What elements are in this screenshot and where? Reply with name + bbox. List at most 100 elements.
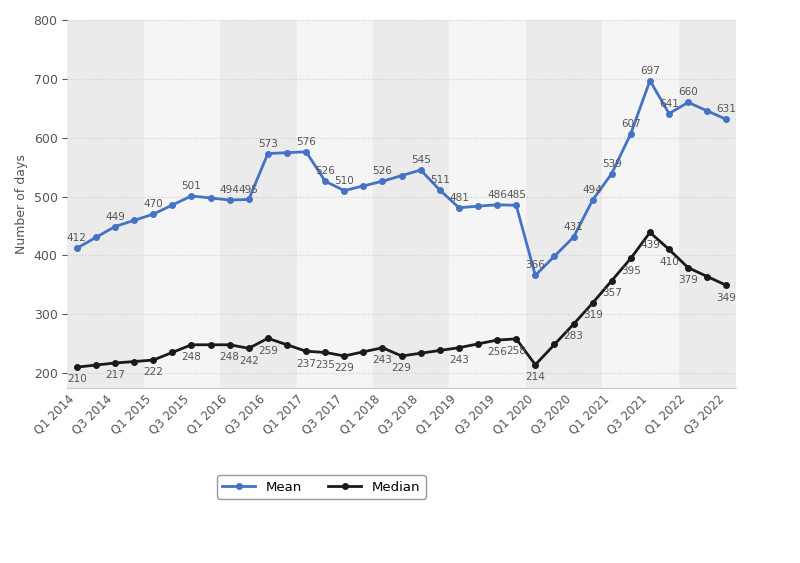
Mean <box>378 178 387 185</box>
Mean <box>244 196 254 203</box>
Text: 573: 573 <box>258 138 278 149</box>
Median <box>378 345 387 351</box>
Text: 641: 641 <box>659 99 679 109</box>
Median <box>569 321 578 328</box>
Mean <box>569 234 578 240</box>
Median <box>320 349 330 356</box>
Bar <box>67 20 144 388</box>
Text: 248: 248 <box>220 352 239 362</box>
Median <box>626 255 636 262</box>
Mean <box>91 234 101 241</box>
Median <box>588 300 598 306</box>
Median <box>722 282 731 289</box>
Median <box>302 348 311 355</box>
Median <box>110 360 120 367</box>
Mean <box>588 196 598 203</box>
Bar <box>678 20 736 388</box>
Median <box>645 229 654 236</box>
Median <box>550 341 559 348</box>
Median <box>702 273 712 280</box>
Median <box>435 347 445 354</box>
Text: 510: 510 <box>334 176 354 186</box>
Text: 526: 526 <box>315 166 335 176</box>
Text: 431: 431 <box>563 222 583 232</box>
Bar <box>373 20 450 388</box>
Median <box>282 341 292 348</box>
Median <box>91 361 101 368</box>
Bar <box>144 20 220 388</box>
Mean <box>339 187 349 194</box>
Mean <box>683 99 693 106</box>
Text: 485: 485 <box>506 190 526 200</box>
Text: 243: 243 <box>449 355 469 365</box>
Median <box>664 246 674 253</box>
Text: 258: 258 <box>506 346 526 356</box>
Text: 357: 357 <box>602 288 622 298</box>
Mean <box>149 211 158 217</box>
Mean <box>492 202 502 208</box>
Mean <box>206 195 215 202</box>
Text: 495: 495 <box>239 185 258 194</box>
Text: 607: 607 <box>621 119 641 128</box>
Mean <box>358 182 368 189</box>
Mean <box>416 167 426 173</box>
Bar <box>526 20 602 388</box>
Median <box>206 341 215 348</box>
Text: 470: 470 <box>143 199 163 209</box>
Text: 576: 576 <box>296 137 316 147</box>
Text: 379: 379 <box>678 275 698 285</box>
Text: 214: 214 <box>526 372 546 382</box>
Text: 248: 248 <box>182 352 202 362</box>
Median <box>225 341 234 348</box>
Median <box>167 349 177 356</box>
Text: 217: 217 <box>105 370 125 380</box>
Line: Mean: Mean <box>74 78 729 278</box>
Mean <box>320 178 330 185</box>
Text: 222: 222 <box>143 367 163 377</box>
Mean <box>72 245 82 252</box>
Median <box>454 345 464 351</box>
Median <box>416 350 426 356</box>
Mean <box>435 187 445 194</box>
Median <box>492 337 502 343</box>
Median <box>149 357 158 364</box>
Text: 366: 366 <box>526 261 546 270</box>
Mean <box>664 110 674 117</box>
Mean <box>607 170 617 177</box>
Text: 410: 410 <box>659 257 679 267</box>
Mean <box>626 130 636 137</box>
Mean <box>225 196 234 203</box>
Bar <box>450 20 526 388</box>
Median <box>339 352 349 359</box>
Text: 229: 229 <box>392 363 411 373</box>
Text: 486: 486 <box>487 190 507 200</box>
Text: 349: 349 <box>717 293 736 303</box>
Mean <box>282 149 292 156</box>
Text: 395: 395 <box>621 266 641 275</box>
Legend: Mean, Median: Mean, Median <box>217 475 426 499</box>
Text: 526: 526 <box>373 166 393 176</box>
Mean <box>167 202 177 208</box>
Mean <box>454 204 464 211</box>
Text: 481: 481 <box>449 193 469 203</box>
Mean <box>530 272 540 279</box>
Text: 449: 449 <box>105 212 125 222</box>
Text: 494: 494 <box>220 185 239 195</box>
Text: 237: 237 <box>296 359 316 369</box>
Median <box>474 341 483 347</box>
Median <box>358 348 368 355</box>
Bar <box>297 20 373 388</box>
Text: 439: 439 <box>640 240 660 249</box>
Median <box>72 364 82 370</box>
Median <box>244 345 254 352</box>
Text: 256: 256 <box>487 347 507 358</box>
Mean <box>110 223 120 230</box>
Median <box>530 361 540 368</box>
Text: 539: 539 <box>602 159 622 168</box>
Text: 229: 229 <box>334 363 354 373</box>
Mean <box>186 193 196 199</box>
Text: 210: 210 <box>67 374 86 385</box>
Bar <box>602 20 678 388</box>
Text: 259: 259 <box>258 346 278 356</box>
Text: 501: 501 <box>182 181 202 191</box>
